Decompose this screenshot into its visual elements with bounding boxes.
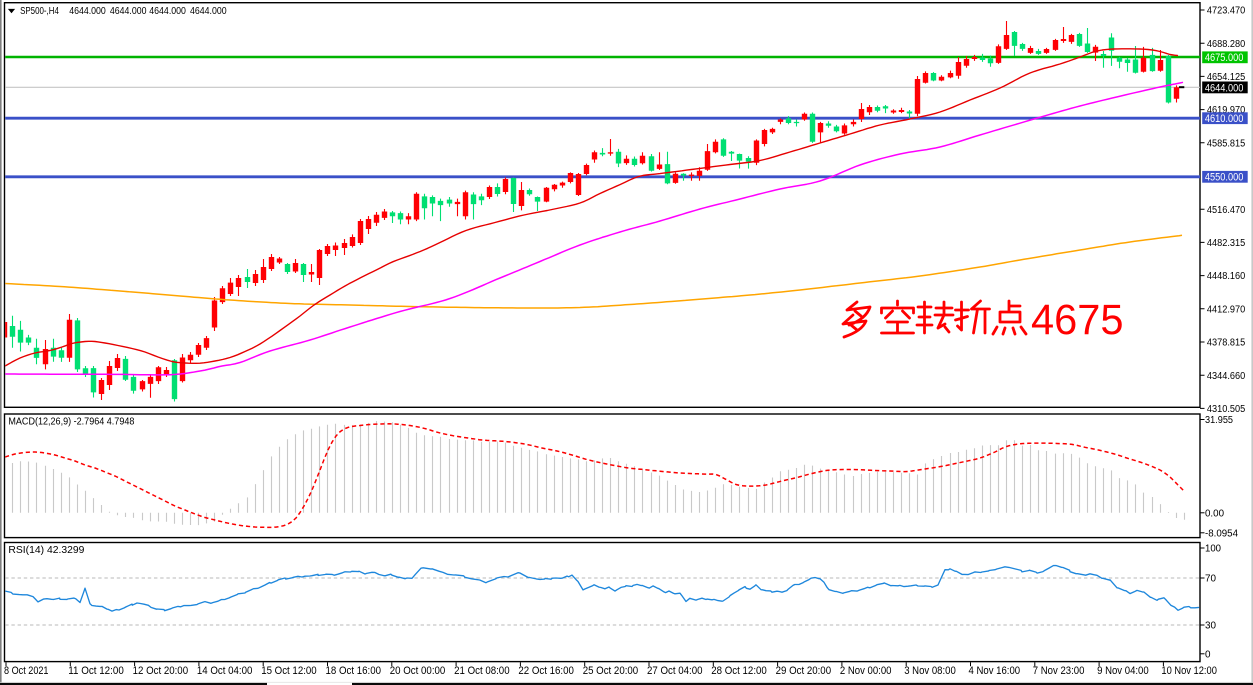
svg-text:4516.470: 4516.470 (1207, 205, 1246, 216)
svg-text:4550.000: 4550.000 (1205, 172, 1244, 184)
svg-text:4585.815: 4585.815 (1207, 138, 1246, 149)
svg-text:-8.0954: -8.0954 (1205, 528, 1238, 539)
svg-text:15 Oct 12:00: 15 Oct 12:00 (261, 665, 317, 677)
svg-text:3 Nov 08:00: 3 Nov 08:00 (904, 665, 956, 677)
svg-text:4688.280: 4688.280 (1207, 39, 1246, 50)
svg-text:12 Oct 20:00: 12 Oct 20:00 (133, 665, 189, 677)
svg-text:0: 0 (1205, 649, 1211, 660)
svg-text:4644.000: 4644.000 (1205, 82, 1244, 94)
svg-text:11 Oct 12:00: 11 Oct 12:00 (68, 665, 124, 677)
svg-text:4619.970: 4619.970 (1207, 105, 1246, 116)
svg-text:30: 30 (1205, 621, 1216, 632)
svg-text:4 Nov 16:00: 4 Nov 16:00 (969, 665, 1021, 677)
svg-text:7 Nov 23:00: 7 Nov 23:00 (1033, 665, 1085, 677)
svg-text:4610.000: 4610.000 (1205, 113, 1244, 125)
svg-text:RSI(14) 42.3299: RSI(14) 42.3299 (8, 545, 84, 556)
svg-text:4644.000: 4644.000 (110, 6, 147, 17)
svg-text:14 Oct 04:00: 14 Oct 04:00 (197, 665, 253, 677)
svg-text:21 Oct 08:00: 21 Oct 08:00 (454, 665, 510, 677)
svg-text:10 Nov 12:00: 10 Nov 12:00 (1161, 665, 1217, 677)
svg-text:4378.815: 4378.815 (1207, 338, 1246, 349)
svg-text:31.955: 31.955 (1205, 415, 1233, 426)
svg-text:29 Oct 20:00: 29 Oct 20:00 (776, 665, 832, 677)
svg-text:18 Oct 16:00: 18 Oct 16:00 (326, 665, 382, 677)
svg-text:22 Oct 16:00: 22 Oct 16:00 (518, 665, 574, 677)
svg-text:4344.660: 4344.660 (1207, 371, 1246, 382)
svg-text:27 Oct 04:00: 27 Oct 04:00 (647, 665, 703, 677)
svg-text:SP500-,H4: SP500-,H4 (20, 6, 59, 17)
svg-text:4448.160: 4448.160 (1207, 271, 1246, 282)
svg-text:4675: 4675 (1031, 297, 1124, 344)
svg-text:4723.470: 4723.470 (1207, 6, 1246, 17)
svg-text:4644.000: 4644.000 (149, 6, 186, 17)
svg-text:4644.000: 4644.000 (69, 6, 106, 17)
svg-text:8 Oct 2021: 8 Oct 2021 (4, 665, 49, 677)
svg-text:0.00: 0.00 (1205, 508, 1224, 519)
svg-text:9 Nov 04:00: 9 Nov 04:00 (1097, 665, 1149, 677)
svg-text:4675.000: 4675.000 (1205, 52, 1244, 64)
svg-text:100: 100 (1205, 544, 1221, 555)
svg-text:MACD(12,26,9) -2.7964 4.7948: MACD(12,26,9) -2.7964 4.7948 (8, 417, 134, 428)
svg-text:4482.315: 4482.315 (1207, 238, 1246, 249)
svg-text:2 Nov 00:00: 2 Nov 00:00 (840, 665, 892, 677)
svg-text:4644.000: 4644.000 (190, 6, 227, 17)
svg-text:4412.970: 4412.970 (1207, 304, 1246, 315)
svg-text:25 Oct 20:00: 25 Oct 20:00 (583, 665, 639, 677)
svg-text:4310.505: 4310.505 (1207, 404, 1246, 415)
svg-text:20 Oct 00:00: 20 Oct 00:00 (390, 665, 446, 677)
svg-text:4654.125: 4654.125 (1207, 72, 1246, 83)
svg-text:70: 70 (1205, 574, 1216, 585)
svg-text:28 Oct 12:00: 28 Oct 12:00 (711, 665, 767, 677)
